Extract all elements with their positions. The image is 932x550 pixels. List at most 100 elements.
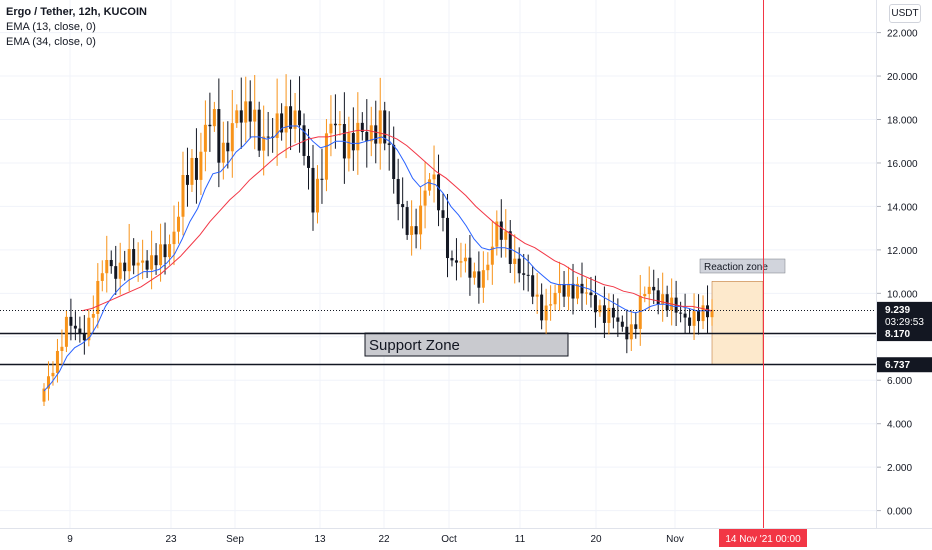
ema-slow-legend[interactable]: EMA (34, close, 0) [6,36,96,48]
candle-down [531,275,535,297]
candle-up [513,258,517,265]
candle-down [688,317,692,326]
candle-down [351,133,355,151]
time-axis[interactable]: 9 23 Sep 13 22 Oct 11 20 Nov 14 Nov '21 00:00 [0,528,932,548]
candle-up [87,317,91,341]
candle-down [307,155,311,168]
candle-up [567,283,571,297]
candle-down [437,174,441,211]
candle-down [320,178,324,180]
candle-up [598,305,602,313]
countdown-label: 03:29:53 [885,317,924,328]
candle-up [710,309,714,318]
time-tick-label: 11 [515,534,526,545]
candle-down [280,113,284,133]
candle-up [638,296,642,329]
candle-down [580,283,584,294]
candle-down [468,257,472,278]
candle-down [683,313,687,318]
candle-up [629,324,633,340]
candle-up [549,304,553,306]
candle-up [584,292,588,294]
price-axis[interactable]: 0.0002.0004.0006.0008.00010.00012.00014.… [876,0,919,528]
candle-down [194,157,198,180]
candle-down [517,258,521,274]
candle-down [239,110,243,123]
candle-up [136,262,140,266]
time-tick-label: 9 [67,534,73,545]
candle-up [535,294,539,297]
candle-down [78,328,82,334]
time-tick-label: 20 [590,534,602,545]
candle-down [441,210,445,218]
candle-up [212,109,216,127]
candle-down [266,136,270,138]
candle-down [602,305,606,323]
price-tick-label: 18.000 [887,116,918,127]
candle-up [419,205,423,235]
annotation-zones: Support Zone Reaction zone [364,258,786,365]
candle-up [51,372,55,377]
candle-up [576,283,580,299]
price-tick-label: 16.000 [887,159,918,170]
ema-fast-legend[interactable]: EMA (13, close, 0) [6,21,96,33]
candle-down [154,255,158,266]
candle-down [123,262,127,272]
candle-up [118,262,122,279]
candle-up [55,350,59,373]
time-tick-label: Oct [441,534,457,545]
candle-up [329,123,333,134]
candle-up [432,174,436,180]
candle-down [697,311,701,322]
reaction-zone-box[interactable] [711,281,764,365]
candle-down [298,110,302,126]
price-tick-label: 0.000 [887,507,912,518]
candle-down [226,142,230,152]
candle-up [553,292,557,305]
candle-up [661,294,665,305]
candle-up [96,280,100,314]
candle-up [203,124,207,152]
candle-down [679,312,683,314]
candle-down [73,325,77,329]
candle-down [387,143,391,145]
candle-up [100,273,104,281]
support-zone-label: Support Zone [369,337,460,354]
candle-down [526,274,530,276]
candle-down [333,123,337,126]
candle-down [522,273,526,275]
candle-up [221,142,225,163]
candle-down [620,321,624,327]
candle-up [356,122,360,151]
candle-down [114,266,118,279]
candle-down [392,144,396,179]
candle-down [185,175,189,185]
level-label-bg [877,326,932,342]
horizontal-levels [0,332,876,366]
candle-up [64,316,68,347]
candle-up [428,179,432,191]
price-tick-label: 12.000 [887,246,918,257]
level-label-bg [877,357,932,373]
candle-down [499,221,503,240]
candle-down [405,207,409,235]
currency-button[interactable]: USDT [889,4,921,23]
candle-down [396,178,400,205]
symbol-title[interactable]: Ergo / Tether, 12h, KUCOIN [6,6,147,18]
candle-up [275,113,279,138]
candle-down [257,109,261,151]
candle-up [463,257,467,262]
candle-up [168,244,172,258]
candle-up [647,286,651,295]
candle-up [472,271,476,278]
price-tick-label: 10.000 [887,289,918,300]
candle-down [611,307,615,318]
cursor-time-label-bg [719,529,807,547]
candle-up [181,175,185,217]
price-tick-label: 4.000 [887,420,912,431]
candle-up [701,305,705,322]
ema-34-line [81,129,713,312]
candle-up [46,376,50,389]
